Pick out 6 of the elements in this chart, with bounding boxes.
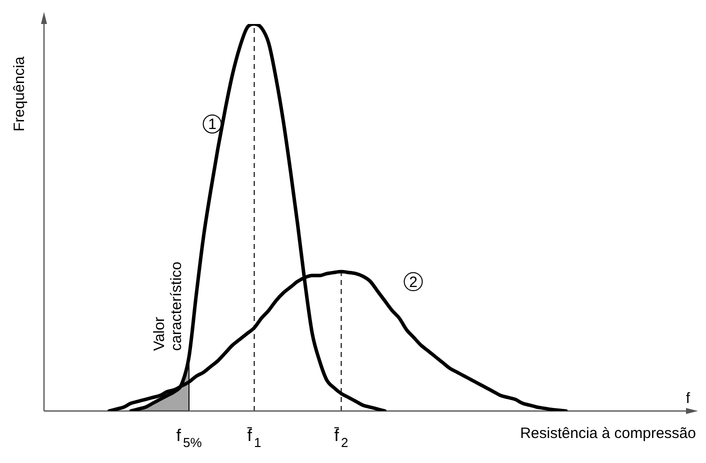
series-label: 1 <box>208 116 216 134</box>
series-label: 2 <box>409 274 418 291</box>
y-axis-title: Frequência <box>11 56 28 132</box>
annotation: f <box>686 390 691 407</box>
x-axis-title: Resistência à compressão <box>520 425 696 442</box>
annotation: Valor característico <box>151 262 185 351</box>
